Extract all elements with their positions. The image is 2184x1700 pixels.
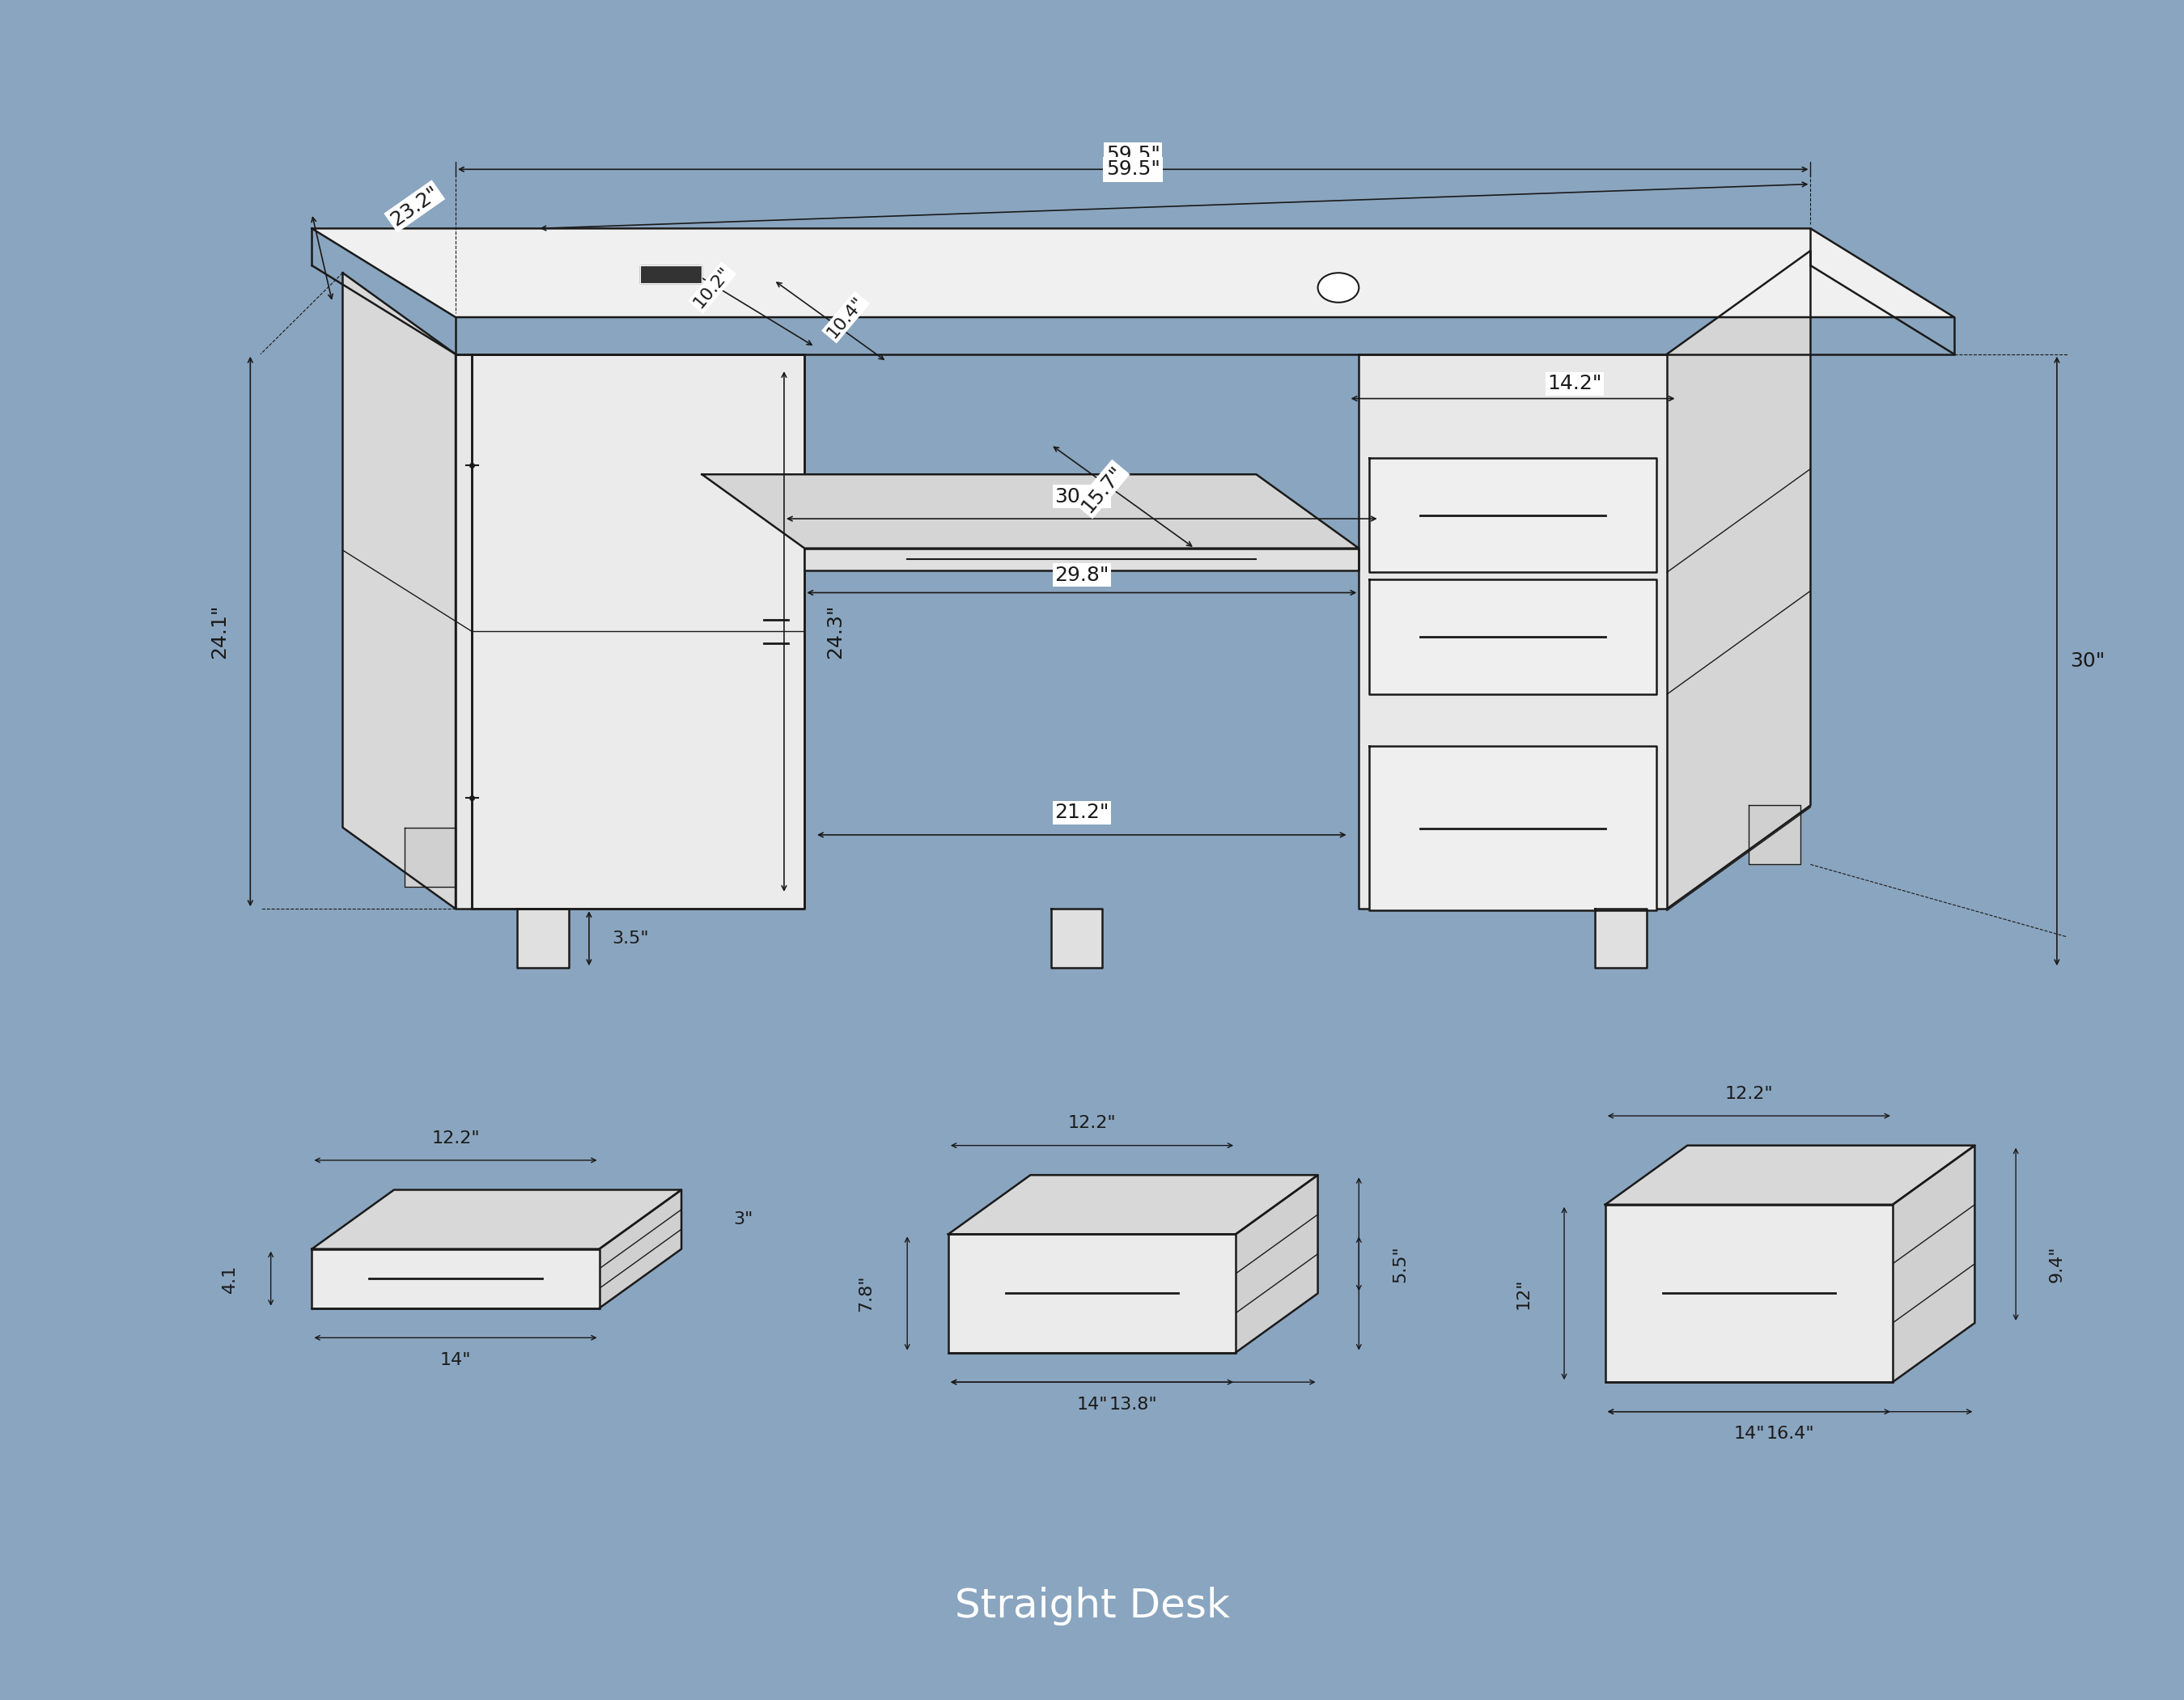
Polygon shape — [1051, 910, 1103, 967]
Polygon shape — [456, 354, 804, 910]
Circle shape — [1317, 272, 1358, 303]
Text: 24.1": 24.1" — [210, 604, 229, 660]
Polygon shape — [518, 910, 568, 967]
Polygon shape — [404, 828, 456, 887]
Text: 12": 12" — [1516, 1278, 1531, 1309]
Text: 59.5": 59.5" — [1105, 160, 1160, 178]
Polygon shape — [312, 228, 1955, 318]
Polygon shape — [640, 265, 701, 284]
Text: 4.1: 4.1 — [221, 1265, 238, 1292]
Text: 23.2": 23.2" — [387, 182, 443, 230]
Polygon shape — [1358, 354, 1666, 910]
Text: 16.4": 16.4" — [1767, 1426, 1815, 1442]
Polygon shape — [598, 1190, 681, 1309]
Text: 10.2": 10.2" — [690, 264, 734, 311]
Polygon shape — [701, 474, 1358, 549]
Text: 7.8": 7.8" — [858, 1275, 874, 1312]
Text: 59.5": 59.5" — [1105, 144, 1160, 165]
Polygon shape — [1236, 1175, 1317, 1353]
Text: 14": 14" — [1734, 1426, 1765, 1442]
Polygon shape — [312, 1190, 681, 1250]
Polygon shape — [1369, 457, 1655, 573]
Polygon shape — [948, 1234, 1236, 1353]
Polygon shape — [472, 354, 804, 910]
Polygon shape — [1369, 746, 1655, 911]
Polygon shape — [1605, 1146, 1974, 1205]
Text: 15.7": 15.7" — [1077, 462, 1127, 517]
Text: 5.5": 5.5" — [1391, 1246, 1409, 1282]
Polygon shape — [343, 274, 456, 910]
Polygon shape — [1594, 910, 1647, 967]
Text: 3.5": 3.5" — [612, 930, 649, 947]
Polygon shape — [1369, 580, 1655, 694]
Text: 29.8": 29.8" — [1055, 564, 1109, 585]
Text: 13.8": 13.8" — [1109, 1396, 1158, 1413]
Text: 12.2": 12.2" — [1068, 1115, 1116, 1132]
Polygon shape — [1666, 250, 1811, 909]
Polygon shape — [804, 549, 1358, 571]
Polygon shape — [312, 1250, 598, 1309]
Text: 3": 3" — [734, 1212, 753, 1227]
Text: 12.2": 12.2" — [1725, 1086, 1773, 1102]
Text: 30": 30" — [2070, 651, 2105, 672]
Polygon shape — [1605, 1205, 1894, 1382]
Polygon shape — [948, 1175, 1317, 1234]
Text: Straight Desk: Straight Desk — [954, 1588, 1230, 1625]
Text: 14.2": 14.2" — [1546, 374, 1601, 393]
Text: 12.2": 12.2" — [432, 1130, 480, 1146]
Polygon shape — [1894, 1146, 1974, 1382]
Text: 21.2": 21.2" — [1055, 802, 1109, 823]
Text: 24.3": 24.3" — [826, 604, 845, 660]
Text: 9.4": 9.4" — [2049, 1246, 2066, 1282]
Polygon shape — [1749, 806, 1800, 864]
Text: 10.4": 10.4" — [823, 294, 867, 342]
Text: 14": 14" — [1077, 1396, 1107, 1413]
Text: 30.6": 30.6" — [1055, 486, 1109, 507]
Text: 14": 14" — [439, 1352, 472, 1368]
